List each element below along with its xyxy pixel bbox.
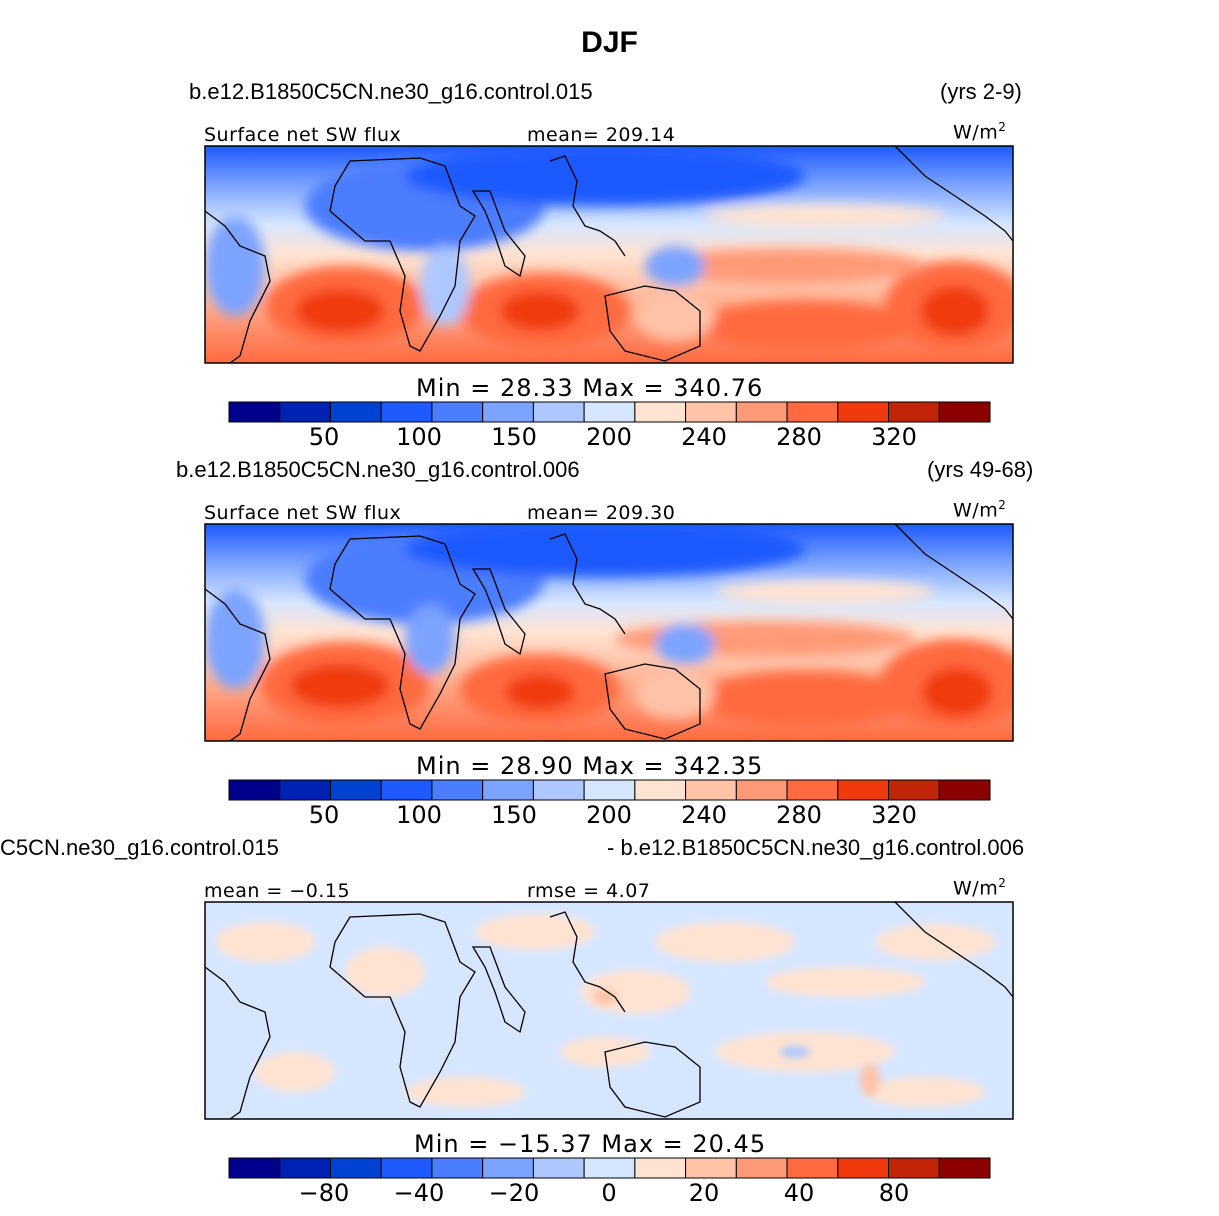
colorbar-swatch [228,401,281,423]
colorbar-swatch [228,1157,281,1179]
colorbar-swatch [888,401,940,423]
map-panel-3 [204,901,1014,1120]
colorbar-swatch [837,401,890,423]
colorbar-swatch [685,779,737,801]
colorbar-tick: 320 [871,423,917,451]
colorbar-tick: 280 [776,423,822,451]
colorbar-swatch [938,401,991,423]
years-label-1: (yrs 2-9) [940,79,1022,104]
colorbar-tick: 150 [491,801,537,829]
colorbar-swatch [837,1157,890,1179]
colorbar-2 [228,779,991,801]
colorbar-swatch [938,1157,991,1179]
colorbar-swatch [380,401,433,423]
colorbar-swatch [329,401,382,423]
case-name-2: b.e12.B1850C5CN.ne30_g16.control.006 [176,457,580,482]
colorbar-swatch [583,779,636,801]
units-label-1: W/m2 [953,120,1007,144]
colorbar-tick: 0 [601,1179,617,1207]
rmse-label-3: rmse = 4.07 [527,880,651,902]
colorbar-swatch [279,401,331,423]
colorbar-tick: 200 [586,801,632,829]
colorbar-swatch [685,401,737,423]
colorbar-swatch [532,779,585,801]
minmax-label-3: Min = −15.37 Max = 20.45 [414,1130,767,1158]
field-label-2: Surface net SW flux [204,502,402,524]
colorbar-swatch [888,1157,940,1179]
colorbar-tick: −40 [393,1179,445,1207]
case-name-3-right: - b.e12.B1850C5CN.ne30_g16.control.006 [607,835,1025,860]
colorbar-swatch [583,401,636,423]
colorbar-swatch [431,779,484,801]
colorbar-tick: 240 [681,801,727,829]
colorbar-tick: 20 [688,1179,720,1207]
minmax-label-2: Min = 28.90 Max = 342.35 [416,752,764,780]
colorbar-3 [228,1157,991,1179]
colorbar-tick: 50 [308,801,340,829]
colorbar-tick: 280 [776,801,822,829]
colorbar-swatch [431,401,484,423]
figure-title: DJF [581,26,638,59]
map-panel-2 [204,523,1014,742]
years-label-2: (yrs 49-68) [927,457,1034,482]
colorbar-tick: −20 [488,1179,540,1207]
colorbar-swatch [532,1157,585,1179]
minmax-label-1: Min = 28.33 Max = 340.76 [416,374,764,402]
colorbar-swatch [380,1157,433,1179]
colorbar-swatch [938,779,991,801]
colorbar-tick: −80 [298,1179,350,1207]
colorbar-swatch [634,401,687,423]
case-name-1: b.e12.B1850C5CN.ne30_g16.control.015 [189,79,593,104]
colorbar-swatch [837,779,890,801]
colorbar-swatch [735,779,788,801]
colorbar-swatch [583,1157,636,1179]
mean-label-2: mean= 209.30 [527,502,676,524]
colorbar-tick: 80 [878,1179,910,1207]
field-label-1: Surface net SW flux [204,124,402,146]
colorbar-swatch [279,1157,331,1179]
colorbar-swatch [735,401,788,423]
colorbar-tick: 100 [396,801,442,829]
colorbar-swatch [634,1157,687,1179]
colorbar-swatch [888,779,940,801]
units-label-3: W/m2 [953,876,1007,900]
colorbar-swatch [482,779,534,801]
mean-label-1: mean= 209.14 [527,124,676,146]
colorbar-tick: 150 [491,423,537,451]
mean-label-3: mean = −0.15 [204,880,351,902]
colorbar-swatch [634,779,687,801]
colorbar-swatch [786,779,839,801]
colorbar-swatch [532,401,585,423]
colorbar-swatch [228,779,281,801]
colorbar-tick: 200 [586,423,632,451]
colorbar-swatch [482,1157,534,1179]
colorbar-swatch [380,779,433,801]
colorbar-swatch [786,1157,839,1179]
colorbar-tick: 40 [783,1179,815,1207]
units-label-2: W/m2 [953,498,1007,522]
colorbar-swatch [431,1157,484,1179]
colorbar-swatch [482,401,534,423]
colorbar-tick: 240 [681,423,727,451]
colorbar-swatch [329,779,382,801]
colorbar-swatch [786,401,839,423]
colorbar-swatch [279,779,331,801]
colorbar-swatch [735,1157,788,1179]
colorbar-tick: 100 [396,423,442,451]
colorbar-swatch [685,1157,737,1179]
map-panel-1 [204,145,1014,364]
colorbar-1 [228,401,991,423]
colorbar-tick: 50 [308,423,340,451]
case-name-3-left: C5CN.ne30_g16.control.015 [0,835,279,860]
colorbar-tick: 320 [871,801,917,829]
colorbar-swatch [329,1157,382,1179]
